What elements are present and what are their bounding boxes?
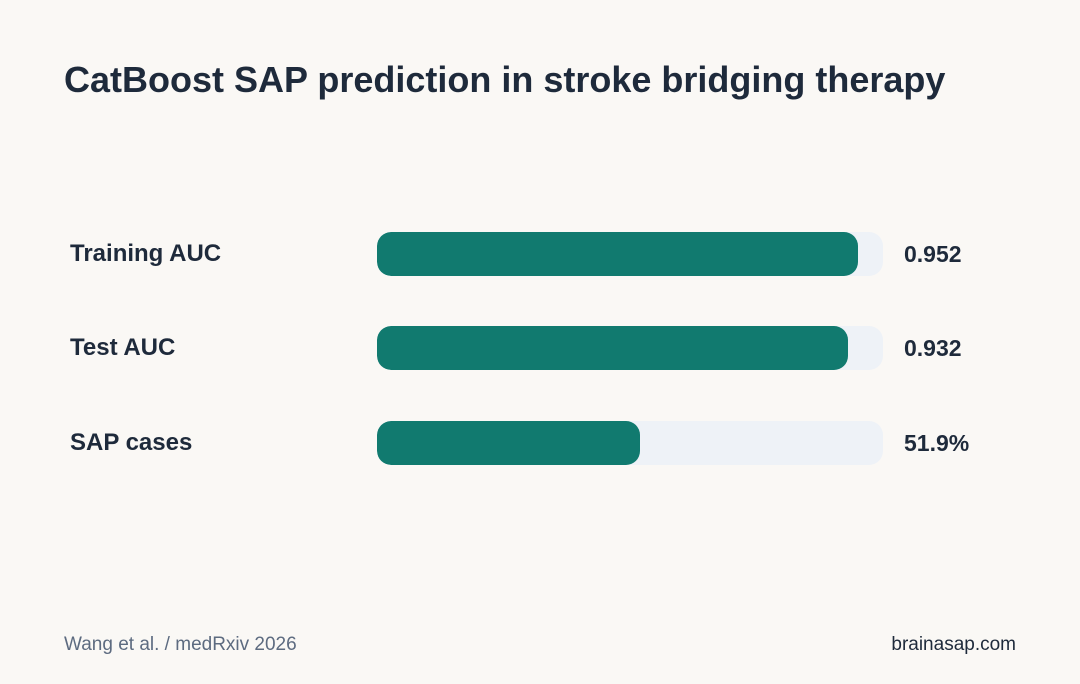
- bar-value-label: 0.932: [904, 335, 962, 361]
- bar-track: [377, 326, 883, 370]
- source-citation: Wang et al. / medRxiv 2026: [64, 634, 297, 655]
- bar-fill: [377, 232, 858, 276]
- chart-title: CatBoost SAP prediction in stroke bridgi…: [64, 59, 946, 100]
- bar-label: SAP cases: [70, 429, 193, 456]
- bar-track: [377, 421, 883, 465]
- bar-row: Test AUC 0.932: [0, 326, 1080, 370]
- bar-row: SAP cases 51.9%: [0, 421, 1080, 465]
- bar-label: Test AUC: [70, 334, 176, 361]
- bar-value-label: 0.952: [904, 241, 962, 267]
- bar-row: Training AUC 0.952: [0, 232, 1080, 276]
- bar-track: [377, 232, 883, 276]
- site-credit: brainasap.com: [891, 634, 1016, 655]
- bar-fill: [377, 326, 848, 370]
- bar-fill: [377, 421, 640, 465]
- bar-label: Training AUC: [70, 240, 222, 267]
- bar-value-label: 51.9%: [904, 430, 970, 456]
